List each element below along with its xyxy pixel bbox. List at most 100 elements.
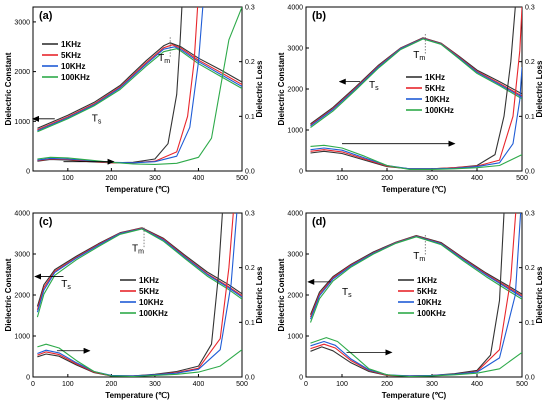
- y-right-tick-label: 0.1: [525, 320, 535, 327]
- legend-label: 100KHz: [417, 309, 446, 318]
- series-line-right-10khz: [37, 7, 204, 164]
- y-left-tick-label: 0: [26, 375, 30, 382]
- y-right-tick-label: 0.0: [245, 375, 255, 382]
- ts-label: Ts: [92, 113, 102, 125]
- series-lines: [36, 213, 242, 377]
- series-line-left-100khz: [37, 48, 242, 133]
- series-line-right-100khz: [310, 337, 522, 377]
- x-tick-label: 100: [62, 381, 74, 388]
- x-tick-label: 100: [336, 175, 348, 182]
- y-right-tick-label: 0.2: [525, 59, 535, 66]
- tm-label: Tm: [413, 251, 425, 263]
- legend-label: 1KHz: [425, 73, 445, 82]
- legend-label: 100KHz: [139, 309, 168, 318]
- x-axis-title: Temperature (℃): [382, 391, 447, 400]
- x-tick-label: 200: [381, 381, 393, 388]
- y-left-tick-label: 4000: [14, 211, 30, 218]
- chart-panel-4: 0 100 200 300 400 500 0 1000 2000 3000 4000 0.0 0.1 0…: [277, 211, 544, 401]
- x-tick-label: 400: [193, 381, 205, 388]
- ts-label: Ts: [369, 80, 379, 92]
- y-left-tick-label: 4000: [287, 211, 303, 218]
- y-right-tick-label: 0.2: [245, 265, 255, 272]
- y-right-tick-label: 0.1: [245, 320, 255, 327]
- panel-label: (d): [312, 216, 326, 228]
- legend-label: 1KHz: [61, 40, 81, 49]
- legend-label: 5KHz: [417, 287, 437, 296]
- y-left-tick-label: 2000: [14, 69, 30, 76]
- x-tick-label: 100: [336, 381, 348, 388]
- series-line-right-1khz: [37, 213, 223, 377]
- legend-label: 10KHz: [139, 298, 163, 307]
- legend-label: 5KHz: [61, 51, 81, 60]
- y-right-tick-label: 0.2: [245, 59, 255, 66]
- y-left-tick-label: 3000: [287, 252, 303, 259]
- x-axis-title: Temperature (℃): [382, 185, 447, 194]
- series-line-right-100khz: [37, 7, 242, 165]
- series-line-left-1khz: [37, 42, 242, 129]
- legend-label: 5KHz: [139, 287, 159, 296]
- series-line-left-10khz: [37, 46, 242, 132]
- x-tick-label: 500: [516, 381, 528, 388]
- x-tick-label: 300: [149, 381, 161, 388]
- series-line-right-10khz: [310, 213, 522, 377]
- y-left-tick-label: 3000: [14, 19, 30, 26]
- y-right-tick-label: 0.0: [245, 169, 255, 176]
- panel-label: (a): [39, 10, 53, 22]
- y-left-tick-label: 1000: [287, 334, 303, 341]
- y-left-axis-title: Dielectric Constant: [277, 52, 286, 125]
- y-right-tick-label: 0.3: [245, 5, 255, 12]
- x-axis-title: Temperature (℃): [105, 185, 170, 194]
- x-tick-label: 500: [236, 175, 248, 182]
- chart-panel-2: 100 200 300 400 500 0 1000 2000 3000 4000 0.0 0.1 0.…: [277, 5, 544, 195]
- y-left-tick-label: 2000: [287, 87, 303, 94]
- series-line-left-10khz: [36, 228, 242, 313]
- series-line-right-100khz: [37, 343, 242, 377]
- legend-label: 1KHz: [417, 276, 437, 285]
- series-line-left-5khz: [37, 44, 242, 131]
- y-left-tick-label: 3000: [14, 252, 30, 259]
- series-line-right-5khz: [37, 213, 234, 377]
- panel-label: (b): [312, 10, 326, 22]
- y-left-tick-label: 1000: [287, 128, 303, 135]
- y-left-tick-label: 3000: [287, 46, 303, 53]
- x-tick-label: 400: [471, 381, 483, 388]
- x-tick-label: 200: [381, 175, 393, 182]
- y-right-tick-label: 0.3: [525, 5, 535, 12]
- plot-frame: [305, 6, 523, 172]
- y-left-tick-label: 1000: [14, 334, 30, 341]
- series-line-right-100khz: [310, 144, 522, 170]
- legend: 1KHz 5KHz 10KHz 100KHz: [398, 276, 446, 318]
- chart-panel-3: 0 100 200 300 400 500 0 1000 2000 3000 4000 0.0 0.1 0…: [4, 211, 264, 401]
- y-right-tick-label: 0.0: [525, 375, 535, 382]
- tm-label: Tm: [158, 53, 170, 65]
- ts-label: Ts: [61, 279, 71, 291]
- x-tick-label: 200: [106, 175, 118, 182]
- y-right-tick-label: 0.3: [525, 211, 535, 218]
- x-tick-label: 500: [516, 175, 528, 182]
- y-left-axis-title: Dielectric Constant: [4, 258, 13, 331]
- y-right-tick-label: 0.3: [245, 211, 255, 218]
- legend-label: 10KHz: [61, 62, 85, 71]
- x-tick-label: 300: [426, 175, 438, 182]
- y-left-axis-title: Dielectric Constant: [277, 258, 286, 331]
- y-left-tick-label: 0: [299, 169, 303, 176]
- series-lines: [37, 7, 242, 165]
- legend-label: 5KHz: [425, 84, 445, 93]
- y-right-axis-title: Dielectric Loss: [255, 266, 264, 323]
- x-tick-label: 500: [236, 381, 248, 388]
- x-tick-label: 200: [106, 381, 118, 388]
- series-line-left-100khz: [310, 38, 522, 128]
- x-tick-label: 300: [426, 381, 438, 388]
- series-lines: [310, 7, 522, 170]
- y-right-tick-label: 0.1: [525, 114, 535, 121]
- series-line-left-100khz: [36, 228, 242, 318]
- y-right-tick-label: 0.0: [525, 169, 535, 176]
- y-left-tick-label: 0: [299, 375, 303, 382]
- y-left-tick-label: 1000: [14, 119, 30, 126]
- legend-label: 10KHz: [425, 95, 449, 104]
- y-right-axis-title: Dielectric Loss: [255, 60, 264, 117]
- y-left-tick-label: 4000: [287, 5, 303, 12]
- x-tick-label: 0: [31, 381, 35, 388]
- y-right-axis-title: Dielectric Loss: [535, 60, 544, 117]
